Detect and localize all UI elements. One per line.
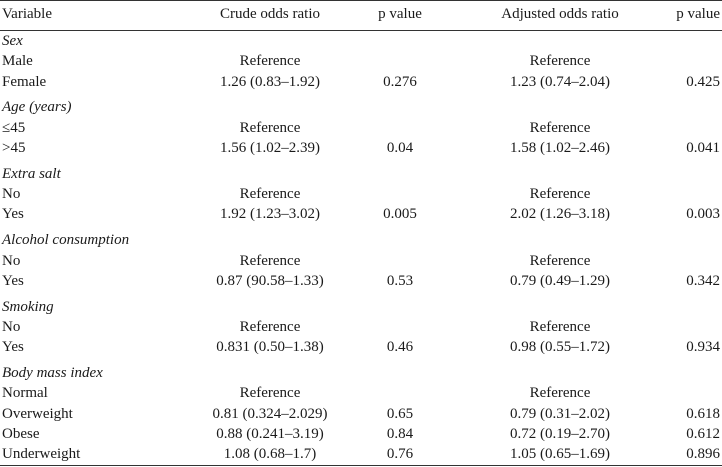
adjusted-p-value-cell: 0.425 — [686, 73, 720, 90]
row-label: Yes — [2, 272, 24, 289]
table-header-rule — [0, 30, 722, 31]
group-title: Extra salt — [2, 165, 61, 182]
adjusted-odds-ratio-cell: Reference — [529, 53, 591, 70]
row-label: >45 — [2, 140, 26, 156]
row-label: Overweight — [2, 405, 73, 422]
adjusted-p-value-cell: 0.003 — [686, 206, 720, 223]
crude-odds-ratio-cell: 0.81 (0.324–2.029) — [212, 405, 328, 422]
adjusted-odds-ratio-cell: 1.58 (1.02–2.46) — [510, 140, 610, 156]
crude-p-value-cell: 0.84 — [386, 425, 414, 442]
crude-odds-ratio-cell: Reference — [239, 385, 301, 402]
group-title: Smoking — [2, 298, 54, 315]
crude-odds-ratio-cell: Reference — [239, 186, 301, 203]
crude-p-value-cell: 0.53 — [386, 272, 414, 289]
adjusted-p-value-cell: 0.618 — [686, 405, 720, 422]
group-title: Sex — [2, 33, 23, 49]
header-variable: Variable — [2, 6, 52, 22]
table-header: Variable Crude odds ratio p value Adjust… — [0, 0, 722, 30]
row-label: Yes — [2, 339, 24, 356]
row-label: Underweight — [2, 446, 81, 463]
adjusted-odds-ratio-cell: Reference — [529, 318, 591, 335]
crude-p-value-cell: 0.46 — [386, 339, 414, 356]
crude-p-value-cell: 0.005 — [383, 206, 417, 223]
crude-p-value-cell: 0.276 — [383, 73, 417, 90]
table-body: Sex Male Reference Reference Female 1.26 (0.8… — [0, 30, 722, 465]
adjusted-odds-ratio-cell: Reference — [529, 186, 591, 203]
table-bottom-rule — [0, 465, 722, 466]
row-label: No — [2, 318, 21, 335]
crude-odds-ratio-cell: 1.08 (0.68–1.7) — [223, 446, 317, 463]
adjusted-odds-ratio-cell: 1.23 (0.74–2.04) — [510, 73, 610, 90]
header-p-value-adjusted: p value — [676, 6, 720, 22]
adjusted-odds-ratio-cell: Reference — [529, 252, 591, 269]
crude-odds-ratio-cell: 0.831 (0.50–1.38) — [216, 339, 324, 356]
adjusted-odds-ratio-cell: 0.72 (0.19–2.70) — [510, 425, 610, 442]
crude-odds-ratio-cell: Reference — [239, 252, 301, 269]
crude-p-value-cell: 0.04 — [386, 140, 414, 156]
adjusted-odds-ratio-cell: 0.98 (0.55–1.72) — [510, 339, 610, 356]
group-title: Alcohol consumption — [2, 232, 130, 249]
group-title: Body mass index — [2, 365, 103, 381]
adjusted-p-value-cell: 0.342 — [686, 272, 720, 289]
adjusted-odds-ratio-cell: 2.02 (1.26–3.18) — [510, 206, 610, 223]
row-label: No — [2, 252, 21, 269]
group-title: Age (years) — [2, 99, 72, 116]
row-label: ≤45 — [2, 119, 26, 136]
crude-p-value-cell: 0.76 — [386, 446, 414, 463]
adjusted-odds-ratio-cell: Reference — [529, 119, 591, 136]
crude-odds-ratio-cell: Reference — [239, 318, 301, 335]
adjusted-odds-ratio-cell: 0.79 (0.31–2.02) — [510, 405, 610, 422]
crude-odds-ratio-cell: 0.87 (90.58–1.33) — [216, 272, 324, 289]
adjusted-p-value-cell: 0.934 — [686, 339, 720, 356]
header-crude-odds-ratio: Crude odds ratio — [220, 6, 320, 22]
adjusted-odds-ratio-cell: 1.05 (0.65–1.69) — [510, 446, 610, 463]
crude-odds-ratio-cell: 1.26 (0.83–1.92) — [220, 73, 320, 90]
adjusted-p-value-cell: 0.612 — [686, 425, 720, 442]
header-p-value-crude: p value — [378, 6, 422, 22]
row-label: Obese — [2, 425, 40, 442]
row-label: Normal — [2, 385, 48, 402]
crude-p-value-cell: 0.65 — [386, 405, 414, 422]
header-adjusted-odds-ratio: Adjusted odds ratio — [501, 6, 619, 22]
table-top-rule — [0, 0, 722, 1]
adjusted-odds-ratio-cell: Reference — [529, 385, 591, 402]
row-label: Yes — [2, 206, 24, 223]
crude-odds-ratio-cell: Reference — [239, 53, 301, 70]
row-label: Male — [2, 53, 33, 70]
adjusted-p-value-cell: 0.896 — [686, 446, 720, 463]
adjusted-p-value-cell: 0.041 — [686, 140, 720, 156]
row-label: No — [2, 186, 21, 203]
adjusted-odds-ratio-cell: 0.79 (0.49–1.29) — [510, 272, 610, 289]
row-label: Female — [2, 73, 47, 90]
crude-odds-ratio-cell: 0.88 (0.241–3.19) — [216, 425, 324, 442]
crude-odds-ratio-cell: 1.56 (1.02–2.39) — [220, 140, 320, 156]
crude-odds-ratio-cell: Reference — [239, 119, 301, 136]
crude-odds-ratio-cell: 1.92 (1.23–3.02) — [220, 206, 320, 223]
